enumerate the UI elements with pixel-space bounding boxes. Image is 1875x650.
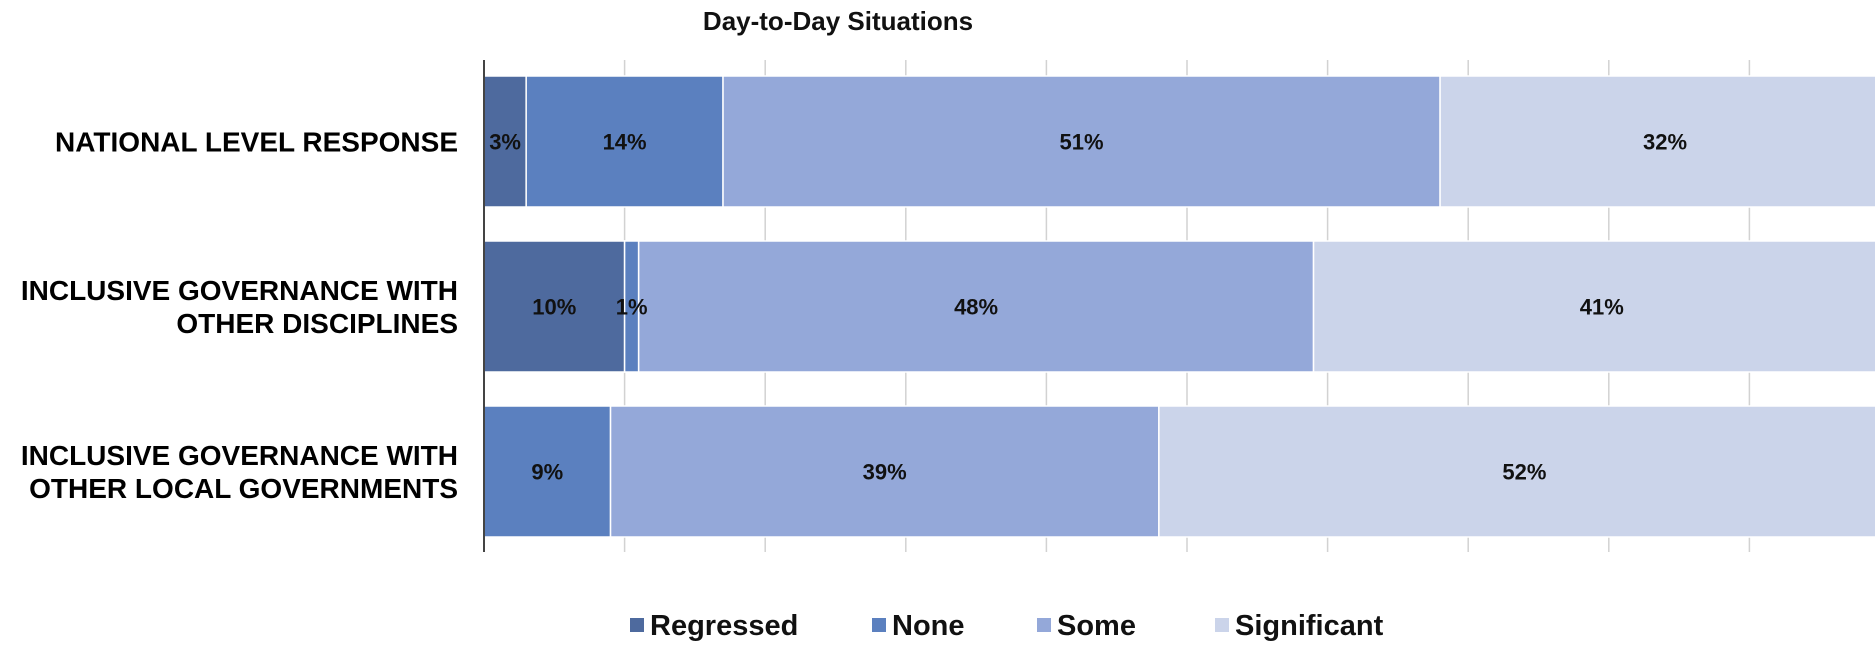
category-label: OTHER DISCIPLINES	[176, 308, 458, 339]
legend-swatch-none	[872, 618, 886, 632]
chart-title: Day-to-Day Situations	[703, 6, 973, 36]
bar-segment-none	[525, 75, 724, 208]
legend-label-some: Some	[1057, 610, 1136, 642]
category-label: OTHER LOCAL GOVERNMENTS	[29, 473, 458, 504]
legend-label-significant: Significant	[1235, 610, 1384, 642]
legend-label-regressed: Regressed	[650, 610, 798, 642]
data-label: 1%	[616, 295, 648, 320]
data-label: 39%	[863, 460, 907, 485]
category-label: INCLUSIVE GOVERNANCE WITH	[21, 440, 458, 471]
bar-segment-some	[609, 405, 1160, 538]
data-label: 52%	[1502, 460, 1546, 485]
data-label: 10%	[532, 295, 576, 320]
data-label: 9%	[531, 460, 563, 485]
bars	[483, 75, 1875, 538]
category-label: NATIONAL LEVEL RESPONSE	[55, 127, 458, 158]
legend: Regressed None Some Significant	[630, 610, 1384, 642]
legend-swatch-regressed	[630, 618, 644, 632]
bar-segment-regressed	[483, 240, 626, 373]
legend-label-none: None	[892, 610, 965, 642]
category-label: INCLUSIVE GOVERNANCE WITH	[21, 275, 458, 306]
data-label: 3%	[489, 130, 521, 155]
data-label: 48%	[954, 295, 998, 320]
legend-swatch-some	[1037, 618, 1051, 632]
bar-segment-some	[637, 240, 1315, 373]
bar-segment-significant	[1439, 75, 1875, 208]
data-label: 14%	[603, 130, 647, 155]
data-label: 41%	[1580, 295, 1624, 320]
data-label: 32%	[1643, 130, 1687, 155]
bar-segment-significant	[1158, 405, 1875, 538]
legend-swatch-significant	[1215, 618, 1229, 632]
data-label: 51%	[1060, 130, 1104, 155]
bar-segment-significant	[1312, 240, 1875, 373]
data-labels: 3% 14% 51% 32% 10% 1% 48% 41% 9% 39% 52%	[489, 130, 1687, 485]
bar-segment-some	[722, 75, 1441, 208]
category-labels: NATIONAL LEVEL RESPONSE INCLUSIVE GOVERNA…	[21, 127, 458, 505]
